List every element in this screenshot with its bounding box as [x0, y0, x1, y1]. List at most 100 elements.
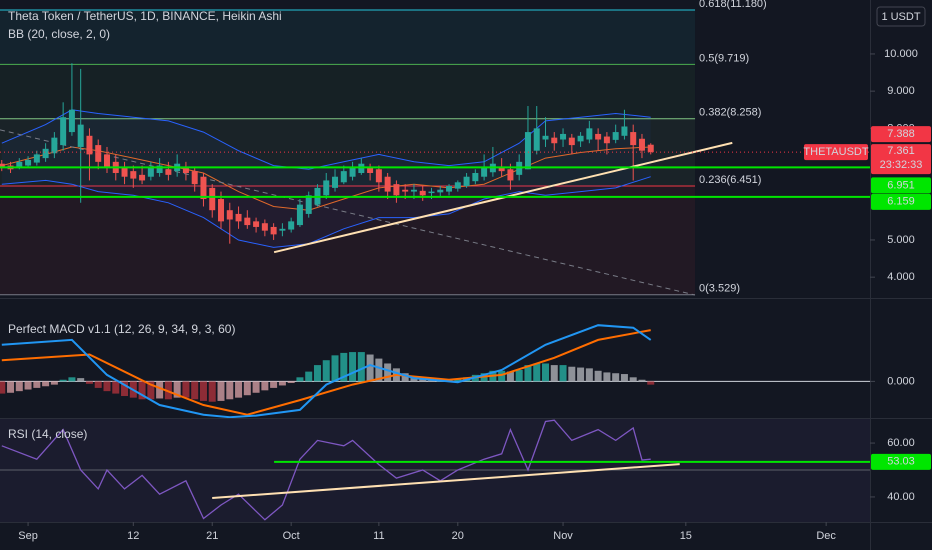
candle-body [270, 226, 277, 235]
macd-histogram-bar [0, 381, 6, 394]
macd-histogram-bar [585, 368, 593, 382]
macd-histogram-bar [208, 381, 216, 402]
currency-button[interactable] [876, 6, 926, 27]
candle-body [182, 167, 189, 173]
x-tick-label: 11 [373, 530, 384, 542]
macd-histogram-bar [156, 381, 164, 399]
macd-histogram-bar [7, 381, 15, 393]
macd-histogram-bar [506, 371, 514, 382]
pane [0, 324, 870, 418]
candle-body [0, 163, 5, 168]
countdown-label: 23:32:33 [880, 159, 923, 171]
macd-histogram-bar [612, 373, 620, 382]
candle-body [130, 171, 137, 179]
candle-body [428, 191, 435, 194]
x-tick-label: Dec [816, 530, 836, 542]
candle-body [200, 176, 207, 200]
candle-body [507, 169, 514, 181]
fib-zone [0, 10, 696, 65]
macd-histogram-bar [375, 358, 383, 382]
rsi-trendline [212, 463, 680, 499]
price-tag [871, 144, 931, 175]
macd-histogram-bar [638, 379, 646, 382]
macd-histogram-bar [217, 381, 225, 401]
candle-body [524, 132, 531, 170]
candle-body [51, 137, 58, 154]
macd-histogram-bar [199, 381, 207, 401]
macd-histogram-bar [94, 381, 102, 388]
price-tag [871, 453, 931, 470]
candle-body [454, 182, 461, 189]
rsi-title: RSI (14, close) [8, 427, 87, 441]
candle-body [323, 180, 330, 196]
macd-histogram-bar [594, 370, 602, 382]
x-tick-label: 20 [452, 530, 464, 542]
candle-body [191, 171, 198, 185]
x-tick-label: Nov [553, 530, 573, 542]
macd-histogram-bar [296, 377, 304, 382]
candle-body [481, 167, 488, 177]
candle-body [244, 217, 251, 226]
macd-histogram-bar [322, 360, 330, 382]
x-tick-label: 21 [206, 530, 218, 542]
macd-histogram-bar [261, 381, 269, 391]
macd-histogram-bar [357, 352, 365, 382]
candle-body [95, 145, 102, 162]
macd-histogram-bar [191, 381, 199, 400]
macd-histogram-bar [305, 371, 313, 382]
candle-body [349, 167, 356, 177]
candle-body [621, 126, 628, 136]
macd-histogram-bar [498, 370, 506, 382]
macd-histogram-bar [331, 355, 339, 382]
macd-histogram-bar [287, 381, 295, 384]
candle-body [332, 176, 339, 188]
macd-histogram-bar [542, 363, 550, 382]
candle-body [60, 117, 67, 146]
candle-body [68, 109, 75, 133]
candle-body [533, 128, 540, 151]
price-tag-label: 53.03 [887, 456, 915, 468]
macd-histogram-bar [313, 365, 321, 382]
macd-histogram-bar [366, 354, 374, 382]
macd-histogram-bar [340, 352, 348, 382]
candle-body [279, 228, 286, 231]
candle-body [288, 221, 295, 230]
candle-body [560, 133, 567, 140]
symbol-tag [804, 144, 868, 161]
macd-histogram-bar [349, 352, 357, 382]
candle-body [33, 154, 40, 163]
macd-histogram-bar [270, 381, 278, 388]
macd-histogram-bar [103, 381, 111, 392]
symbol-tag-label: THETAUSDT [803, 146, 868, 158]
y-tick-label: 5.000 [887, 234, 915, 246]
candle-body [410, 189, 417, 192]
macd-histogram-bar [77, 378, 85, 382]
candle-body [253, 221, 260, 227]
bb-lower [1, 176, 651, 248]
macd-histogram-bar [147, 381, 155, 400]
y-tick-label: 9.000 [887, 85, 915, 97]
candle-body [296, 204, 303, 226]
fib-label: 0(3.529) [699, 283, 740, 295]
price-tag-label: 7.388 [887, 128, 915, 140]
macd-histogram-bar [568, 366, 576, 382]
price-tag-label: 7.361 [887, 145, 915, 157]
candle-body [209, 187, 216, 211]
currency-label[interactable]: 1 USDT [881, 11, 920, 23]
pane: 0.618(11.180) 0.5(9.719) 0.382(8.258) 0.236… [0, 0, 870, 296]
candle-body [165, 169, 172, 175]
macd-histogram-bar [278, 381, 286, 386]
candle-body [25, 159, 32, 166]
candle-body [384, 176, 391, 192]
x-tick-label: 15 [680, 530, 692, 542]
y-tick-label: 40.00 [887, 491, 915, 503]
candle-body [235, 213, 242, 222]
candle-body [463, 176, 470, 187]
macd-histogram-bar [384, 363, 392, 382]
candle-body [16, 161, 23, 168]
candle-body [419, 190, 426, 196]
y-tick-label: 10.000 [884, 48, 918, 60]
candle-body [402, 189, 409, 192]
macd-histogram-bar [427, 380, 435, 382]
